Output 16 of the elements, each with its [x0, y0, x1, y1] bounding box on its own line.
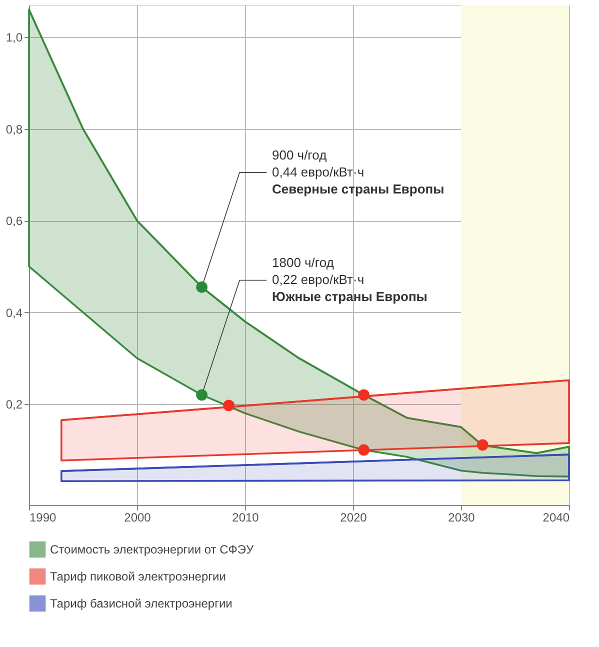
x-tick-label: 2040 [542, 510, 570, 524]
x-tick-label: 2030 [448, 510, 476, 524]
legend-label: Тариф пиковой электроэнергии [50, 570, 226, 584]
x-tick-label: 1990 [30, 510, 57, 524]
y-tick-label: 0,6 [6, 214, 23, 228]
y-tick-label: 0,2 [6, 398, 23, 412]
y-tick-label: 1,0 [6, 30, 23, 45]
legend-label: Тариф базисной электроэнергии [50, 596, 232, 610]
x-tick-label: 2000 [124, 510, 152, 524]
x-tick-label: 2020 [340, 510, 368, 524]
y-tick-label: 0,4 [6, 306, 23, 320]
x-tick-label: 2010 [232, 510, 260, 524]
annotation: 1800 ч/год 0,22 евро/кВт·ч Южные страны Европы [272, 255, 428, 304]
legend-label: Стоимость электроэнергии от СФЭУ [50, 542, 254, 556]
annotation: 900 ч/год 0,44 евро/кВт·ч Северные страны Европы [272, 147, 444, 196]
y-tick-label: 0,8 [6, 122, 23, 136]
